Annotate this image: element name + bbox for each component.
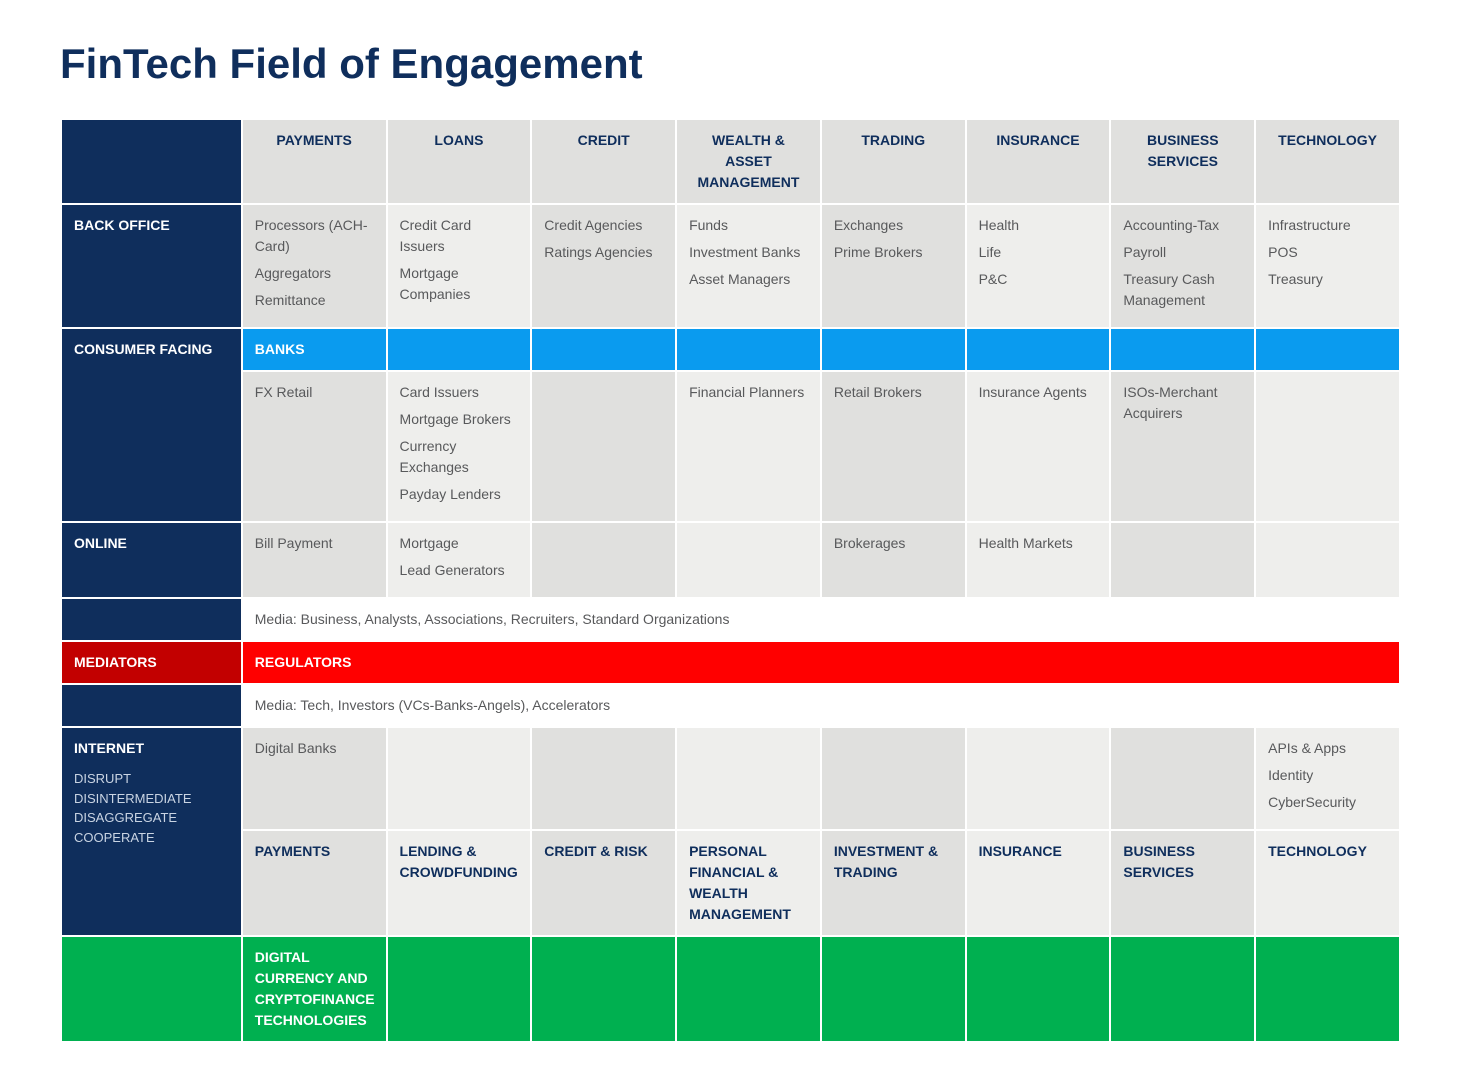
corner-cell	[61, 119, 242, 204]
cell-bo-bizserv: Accounting-TaxPayrollTreasury Cash Manag…	[1110, 204, 1255, 328]
col-loans: LOANS	[387, 119, 532, 204]
col-payments: PAYMENTS	[242, 119, 387, 204]
rowhdr-crypto	[61, 936, 242, 1042]
botcat-tech: TECHNOLOGY	[1255, 830, 1400, 936]
cell-cf-wealth: Financial Planners	[676, 371, 821, 522]
cell-int-tech: APIs & AppsIdentityCyberSecurity	[1255, 727, 1400, 830]
cell-cf-payments: FX Retail	[242, 371, 387, 522]
cell-bo-trading: ExchangesPrime Brokers	[821, 204, 966, 328]
rowhdr-back-office: BACK OFFICE	[61, 204, 242, 328]
cell-bo-insurance: HealthLifeP&C	[966, 204, 1111, 328]
rowhdr-internet: INTERNET DISRUPTDISINTERMEDIATEDISAGGREG…	[61, 727, 242, 936]
col-insurance: INSURANCE	[966, 119, 1111, 204]
botcat-bizserv: BUSINESS SERVICES	[1110, 830, 1255, 936]
botcat-payments: PAYMENTS	[242, 830, 387, 936]
col-trading: TRADING	[821, 119, 966, 204]
cell-cf-tech	[1255, 371, 1400, 522]
rowhdr-online: ONLINE	[61, 522, 242, 598]
row-consumer-facing-band: CONSUMER FACING BANKS	[61, 328, 1400, 371]
rowhdr-media-above	[61, 598, 242, 641]
cell-cf-insurance: Insurance Agents	[966, 371, 1111, 522]
cell-ol-payments: Bill Payment	[242, 522, 387, 598]
row-media-below: Media: Tech, Investors (VCs-Banks-Angels…	[61, 684, 1400, 727]
cell-int-insur	[966, 727, 1111, 830]
internet-label: INTERNET	[74, 738, 229, 759]
row-crypto-band: DIGITAL CURRENCY AND CRYPTOFINANCE TECHN…	[61, 936, 1400, 1042]
botcat-invest: INVESTMENT & TRADING	[821, 830, 966, 936]
row-internet-bottom: PAYMENTS LENDING & CROWDFUNDING CREDIT &…	[61, 830, 1400, 936]
cell-int-credit	[531, 727, 676, 830]
botcat-lending: LENDING & CROWDFUNDING	[387, 830, 532, 936]
cell-int-bizserv	[1110, 727, 1255, 830]
botcat-credit: CREDIT & RISK	[531, 830, 676, 936]
cell-int-wealth	[676, 727, 821, 830]
cell-bo-payments: Processors (ACH-Card)AggregatorsRemittan…	[242, 204, 387, 328]
rowhdr-media-below	[61, 684, 242, 727]
rowhdr-mediators: MEDIATORS	[61, 641, 242, 684]
media-below-text: Media: Tech, Investors (VCs-Banks-Angels…	[242, 684, 1400, 727]
col-bizserv: BUSINESS SERVICES	[1110, 119, 1255, 204]
internet-sublabels: DISRUPTDISINTERMEDIATEDISAGGREGATECOOPER…	[74, 769, 229, 847]
page-title: FinTech Field of Engagement	[60, 40, 1401, 88]
row-internet-top: INTERNET DISRUPTDISINTERMEDIATEDISAGGREG…	[61, 727, 1400, 830]
cell-ol-wealth	[676, 522, 821, 598]
band-crypto: DIGITAL CURRENCY AND CRYPTOFINANCE TECHN…	[242, 936, 387, 1042]
cell-int-payments: Digital Banks	[242, 727, 387, 830]
row-consumer-facing: FX Retail Card IssuersMortgage BrokersCu…	[61, 371, 1400, 522]
band-banks: BANKS	[242, 328, 387, 371]
cell-ol-loans: MortgageLead Generators	[387, 522, 532, 598]
cell-cf-credit	[531, 371, 676, 522]
cell-ol-tech	[1255, 522, 1400, 598]
cell-bo-credit: Credit AgenciesRatings Agencies	[531, 204, 676, 328]
cell-int-loans	[387, 727, 532, 830]
cell-bo-wealth: FundsInvestment BanksAsset Managers	[676, 204, 821, 328]
cell-bo-tech: InfrastructurePOSTreasury	[1255, 204, 1400, 328]
botcat-wealth: PERSONAL FINANCIAL & WEALTH MANAGEMENT	[676, 830, 821, 936]
cell-ol-insurance: Health Markets	[966, 522, 1111, 598]
cell-int-trading	[821, 727, 966, 830]
cell-cf-loans: Card IssuersMortgage BrokersCurrency Exc…	[387, 371, 532, 522]
row-media-above: Media: Business, Analysts, Associations,…	[61, 598, 1400, 641]
fintech-grid: PAYMENTS LOANS CREDIT WEALTH & ASSET MAN…	[60, 118, 1401, 1043]
cell-ol-bizserv	[1110, 522, 1255, 598]
row-online: ONLINE Bill Payment MortgageLead Generat…	[61, 522, 1400, 598]
cell-cf-trading: Retail Brokers	[821, 371, 966, 522]
col-credit: CREDIT	[531, 119, 676, 204]
botcat-insur: INSURANCE	[966, 830, 1111, 936]
row-back-office: BACK OFFICE Processors (ACH-Card)Aggrega…	[61, 204, 1400, 328]
cell-ol-credit	[531, 522, 676, 598]
band-regulators: REGULATORS	[242, 641, 1400, 684]
col-wealth: WEALTH & ASSET MANAGEMENT	[676, 119, 821, 204]
cell-cf-bizserv: ISOs-Merchant Acquirers	[1110, 371, 1255, 522]
rowhdr-consumer-facing: CONSUMER FACING	[61, 328, 242, 522]
row-mediators: MEDIATORS REGULATORS	[61, 641, 1400, 684]
cell-bo-loans: Credit Card IssuersMortgage Companies	[387, 204, 532, 328]
col-technology: TECHNOLOGY	[1255, 119, 1400, 204]
column-header-row: PAYMENTS LOANS CREDIT WEALTH & ASSET MAN…	[61, 119, 1400, 204]
cell-ol-trading: Brokerages	[821, 522, 966, 598]
media-above-text: Media: Business, Analysts, Associations,…	[242, 598, 1400, 641]
